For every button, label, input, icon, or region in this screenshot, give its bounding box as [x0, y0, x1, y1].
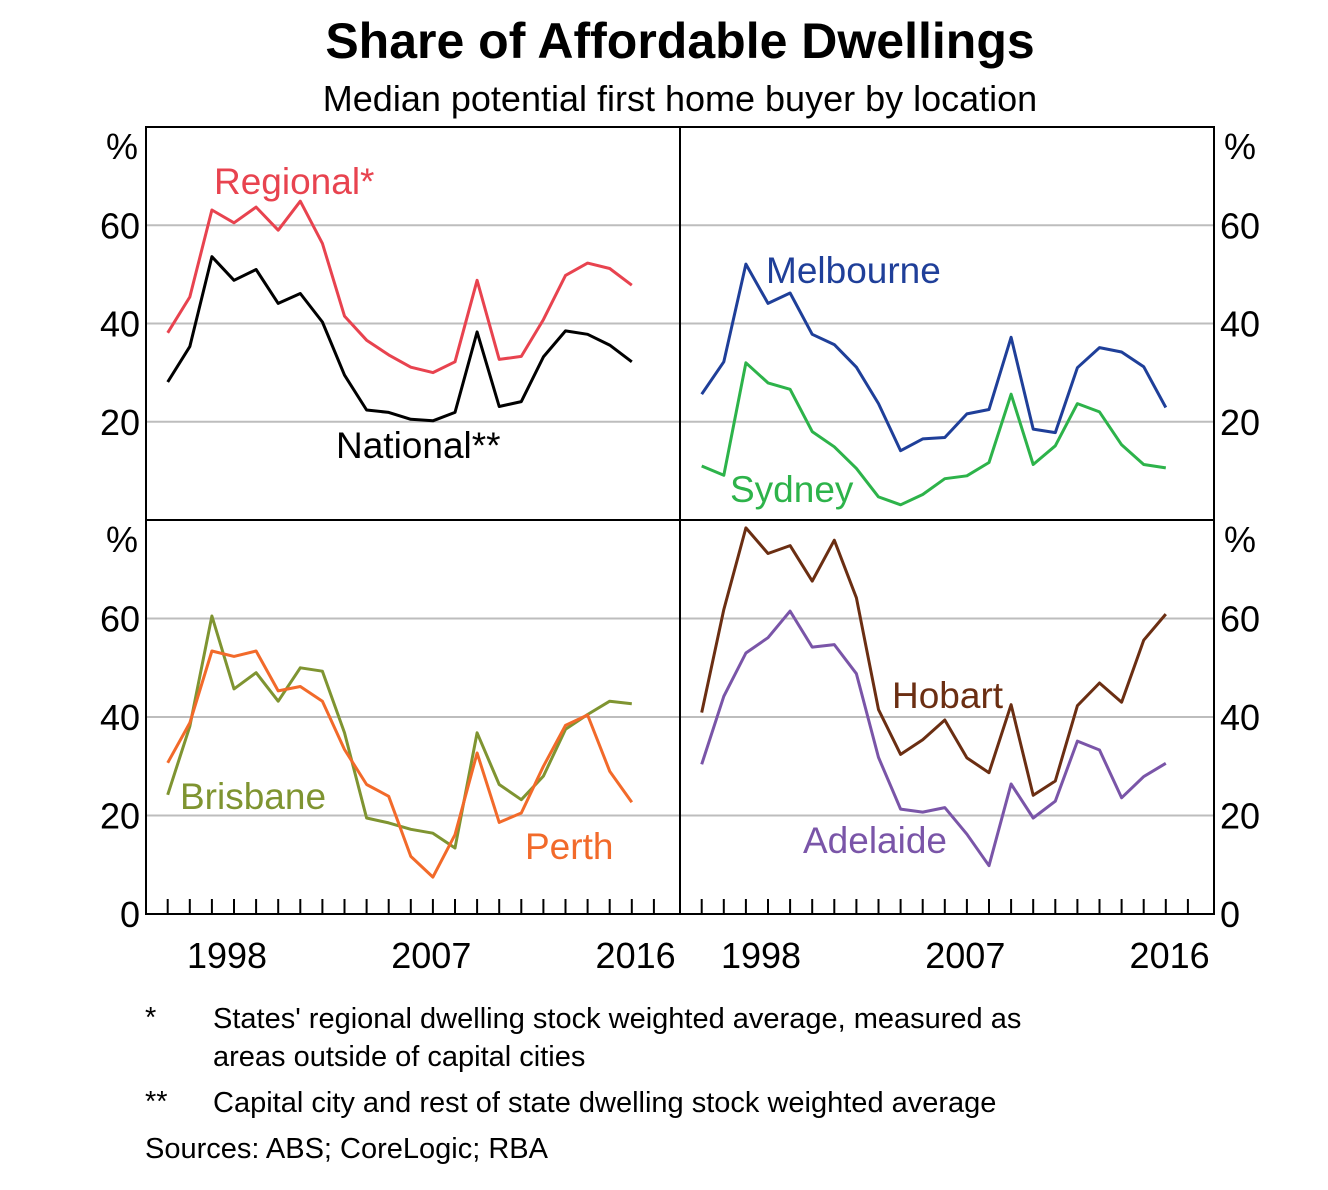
y-unit-label: % [106, 519, 138, 560]
y-tick-label: 20 [1220, 796, 1260, 837]
series-line-national [166, 255, 633, 423]
gridlines [146, 224, 1214, 817]
series-line-adelaide [700, 609, 1167, 868]
series-label-adelaide: Adelaide [803, 820, 947, 861]
y-unit-label: % [106, 126, 138, 167]
x-tick-label: 2016 [1130, 935, 1210, 976]
series-label-sydney: Sydney [730, 469, 854, 510]
footnote-1-line-1: States' regional dwelling stock weighted… [213, 1003, 1021, 1035]
y-tick-label: 20 [1220, 402, 1260, 443]
x-tick-label: 1998 [187, 935, 267, 976]
series-lines [166, 199, 1168, 879]
x-tick-label: 2016 [596, 935, 676, 976]
series-label-brisbane: Brisbane [180, 776, 326, 817]
chart-title: Share of Affordable Dwellings [325, 13, 1034, 69]
y-tick-label: 40 [100, 304, 140, 345]
footnote-1-line-2: areas outside of capital cities [213, 1041, 585, 1073]
y-tick-label: 60 [100, 205, 140, 246]
series-label-national: National** [336, 425, 501, 466]
plot-frame [145, 126, 1215, 915]
series-label-melbourne: Melbourne [766, 250, 941, 291]
y-tick-label: 20 [100, 402, 140, 443]
series-line-sydney [701, 361, 1167, 507]
y-tick-label: 0 [1220, 894, 1240, 935]
y-tick-label: 40 [100, 697, 140, 738]
y-tick-label: 60 [100, 599, 140, 640]
x-tick-label: 2007 [925, 935, 1005, 976]
y-tick-label: 60 [1220, 205, 1260, 246]
y-unit-label: % [1224, 519, 1256, 560]
chart-subtitle: Median potential first home buyer by loc… [323, 78, 1037, 119]
sources-note: Sources: ABS; CoreLogic; RBA [145, 1133, 549, 1165]
series-label-regional: Regional* [214, 161, 374, 202]
y-tick-label: 0 [120, 894, 140, 935]
x-tick-label: 1998 [721, 935, 801, 976]
y-tick-label: 40 [1220, 304, 1260, 345]
series-label-perth: Perth [525, 826, 613, 867]
footnote-2-mark: ** [145, 1086, 168, 1118]
series-line-perth [166, 649, 634, 879]
footnote-1-mark: * [145, 1002, 156, 1034]
series-line-regional [166, 199, 633, 375]
y-unit-label: % [1224, 126, 1256, 167]
x-tick-label: 2007 [391, 935, 471, 976]
series-line-hobart [700, 526, 1167, 797]
y-tick-label: 60 [1220, 599, 1260, 640]
y-tick-label: 20 [100, 796, 140, 837]
footnote-2-line-1: Capital city and rest of state dwelling … [213, 1087, 996, 1119]
y-tick-label: 40 [1220, 697, 1260, 738]
series-line-melbourne [700, 262, 1168, 453]
series-label-hobart: Hobart [892, 675, 1004, 716]
